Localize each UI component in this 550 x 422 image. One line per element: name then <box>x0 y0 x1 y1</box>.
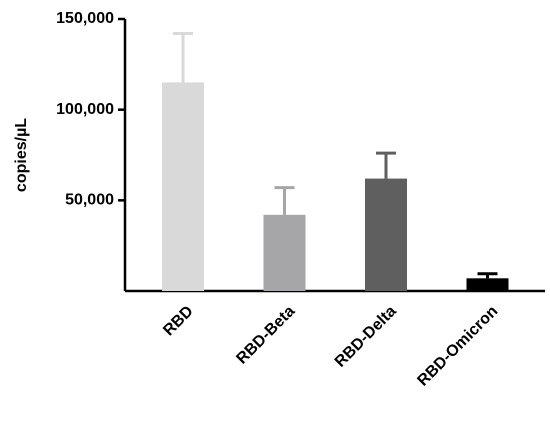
x-tick-label: RBD <box>160 303 197 340</box>
x-tick-label: RBD-Delta <box>332 303 400 371</box>
x-tick-label: RBD-Omicron <box>414 303 501 390</box>
y-axis-label: copies/µL <box>13 118 30 192</box>
y-tick-label: 50,000 <box>65 192 114 209</box>
x-tick-label: RBD-Beta <box>233 303 298 368</box>
y-tick-label: 150,000 <box>56 10 114 27</box>
bar <box>263 214 306 291</box>
bar <box>365 178 407 291</box>
y-tick-label: 100,000 <box>56 101 114 118</box>
bar <box>162 82 204 291</box>
bar <box>466 278 509 291</box>
